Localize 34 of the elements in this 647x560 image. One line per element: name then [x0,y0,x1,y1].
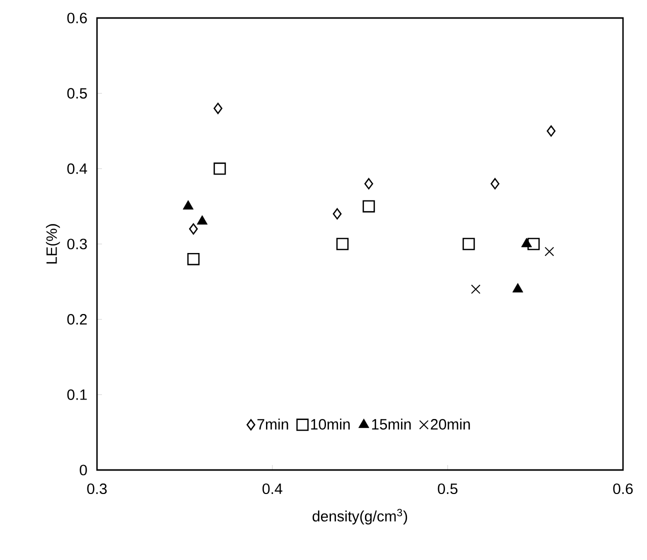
legend-label: 15min [372,418,411,430]
y-tick-label: 0.2 [67,314,87,325]
point [332,208,342,220]
point [214,102,222,114]
point [214,162,226,175]
y-tick-label: 0.3 [67,238,87,250]
x-tick-label: 0.6 [613,483,633,494]
point [362,200,375,212]
y-tick-label: 0 [80,464,87,476]
point [462,238,475,250]
point [512,283,524,292]
legend-label: 20min [430,418,470,430]
x-tick-label: 0.4 [262,483,282,494]
point [490,178,500,190]
point [189,223,198,235]
y-tick-label: 0.4 [67,163,88,174]
point [336,238,349,250]
point [546,125,556,137]
y-tick-label: 0.6 [67,12,87,24]
point [521,238,532,248]
legend-label: 7min [257,418,288,430]
point [187,252,200,266]
x-tick-label: 0.5 [438,483,458,494]
point [196,215,208,225]
x-axis-title: density(g/cm$^{3}$) [312,508,408,524]
point [470,284,480,294]
point [544,246,554,256]
y-tick-label: 0.1 [67,389,87,400]
y-tick-label: 0.5 [67,88,87,99]
y-axis-title: LE(%) [46,224,60,264]
point [364,178,374,190]
point [182,200,194,210]
legend-label: 10min [311,418,350,430]
x-tick-label: 0.3 [87,483,107,494]
